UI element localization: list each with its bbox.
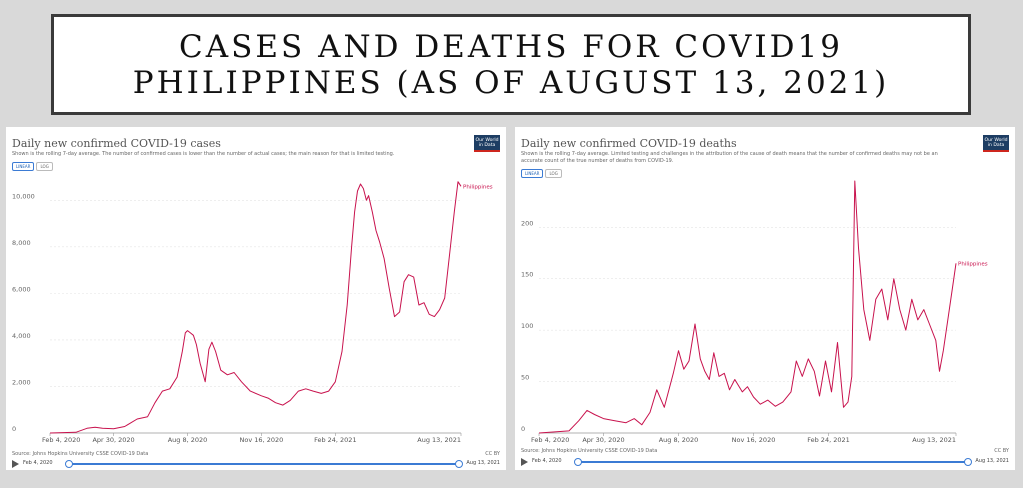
y-tick-label: 10,000 <box>12 192 35 200</box>
slide-title-line-1: CASES AND DEATHS FOR COVID19 <box>179 28 843 65</box>
timeline-end-handle[interactable] <box>964 458 972 466</box>
owid-logo[interactable]: Our World in Data <box>983 135 1009 152</box>
chart-subtitle: Shown is the rolling 7-day average. The … <box>12 151 395 157</box>
x-tick-label: Aug 13, 2021 <box>912 436 956 444</box>
y-tick-label: 200 <box>521 219 533 227</box>
chart-title: Daily new confirmed COVID-19 cases <box>12 137 221 150</box>
license-label[interactable]: CC BY <box>485 451 500 457</box>
series-line-philippines <box>49 181 462 434</box>
x-tick-label: Feb 4, 2020 <box>531 436 569 444</box>
cases-line-chart: 0 2,000 4,000 6,000 8,000 10,000 Feb 4, 2020 Ap… <box>12 181 493 444</box>
timeline-end-handle[interactable] <box>455 460 463 468</box>
y-tick-label: 0 <box>521 425 525 433</box>
x-tick-label: Feb 24, 2021 <box>807 436 850 444</box>
x-tick-label: Nov 16, 2020 <box>732 436 776 444</box>
log-scale-button[interactable]: LOG <box>36 162 53 171</box>
timeline-start-label: Feb 4, 2020 <box>532 458 562 464</box>
scale-toggle: LINEAR LOG <box>521 169 562 178</box>
timeline-slider[interactable]: Feb 4, 2020 Aug 13, 2021 <box>521 457 1009 467</box>
linear-scale-button[interactable]: LINEAR <box>12 162 35 171</box>
deaths-chart-panel: Daily new confirmed COVID-19 deaths Show… <box>515 127 1015 470</box>
owid-logo-line-2: in Data <box>987 142 1005 148</box>
y-tick-label: 0 <box>12 425 16 433</box>
chart-source: Source: Johns Hopkins University CSSE CO… <box>12 451 149 457</box>
series-label-philippines: Philippines <box>463 184 493 190</box>
linear-scale-button[interactable]: LINEAR <box>521 169 544 178</box>
x-tick-label: Apr 30, 2020 <box>582 436 624 444</box>
owid-logo-line-2: in Data <box>478 142 496 148</box>
slide-title: CASES AND DEATHS FOR COVID19 PHILIPPINES… <box>51 14 971 115</box>
timeline-start-label: Feb 4, 2020 <box>23 460 53 466</box>
series-label-philippines: Philippines <box>958 261 988 267</box>
x-tick-label: Feb 4, 2020 <box>42 436 80 444</box>
x-tick-label: Aug 8, 2020 <box>168 436 208 444</box>
license-label[interactable]: CC BY <box>994 448 1009 454</box>
timeline-end-label: Aug 13, 2021 <box>466 460 500 466</box>
y-tick-label: 100 <box>521 322 533 330</box>
scale-toggle: LINEAR LOG <box>12 162 53 171</box>
x-tick-label: Apr 30, 2020 <box>92 436 134 444</box>
owid-logo-line-1: Our World <box>475 137 499 143</box>
owid-logo[interactable]: Our World in Data <box>474 135 500 152</box>
timeline-start-handle[interactable] <box>65 460 73 468</box>
y-tick-label: 6,000 <box>12 285 31 293</box>
timeline-end-label: Aug 13, 2021 <box>975 458 1009 464</box>
y-tick-label: 2,000 <box>12 378 31 386</box>
play-icon[interactable] <box>521 458 528 466</box>
slide-title-line-2: PHILIPPINES (AS OF AUGUST 13, 2021) <box>132 64 890 101</box>
play-icon[interactable] <box>12 460 19 468</box>
timeline-track[interactable] <box>574 458 972 466</box>
chart-source: Source: Johns Hopkins University CSSE CO… <box>521 448 658 454</box>
y-tick-label: 8,000 <box>12 239 31 247</box>
x-tick-label: Feb 24, 2021 <box>314 436 357 444</box>
owid-logo-line-1: Our World <box>984 137 1008 143</box>
timeline-slider[interactable]: Feb 4, 2020 Aug 13, 2021 <box>12 459 500 469</box>
chart-title: Daily new confirmed COVID-19 deaths <box>521 137 737 150</box>
timeline-track[interactable] <box>65 460 463 468</box>
y-tick-label: 4,000 <box>12 332 31 340</box>
x-tick-label: Nov 16, 2020 <box>240 436 284 444</box>
x-tick-label: Aug 8, 2020 <box>659 436 699 444</box>
y-tick-label: 50 <box>521 374 529 382</box>
chart-subtitle: Shown is the rolling 7-day average. Limi… <box>521 151 938 164</box>
timeline-start-handle[interactable] <box>574 458 582 466</box>
deaths-line-chart: 0 50 100 150 200 Feb 4, 2020 Apr 30, 2020 Aug 8… <box>521 180 988 444</box>
cases-chart-panel: Daily new confirmed COVID-19 cases Shown… <box>6 127 506 470</box>
log-scale-button[interactable]: LOG <box>545 169 562 178</box>
series-line-philippines <box>538 180 957 434</box>
y-tick-label: 150 <box>521 271 533 279</box>
x-tick-label: Aug 13, 2021 <box>417 436 461 444</box>
